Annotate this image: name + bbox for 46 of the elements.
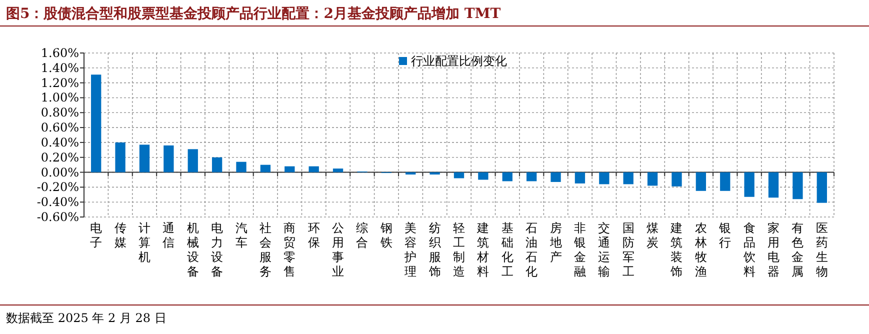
x-tick-label: 机械设备 (186, 221, 199, 278)
x-tick-label: 医药生物 (816, 221, 828, 278)
x-tick-label: 煤炭 (646, 221, 659, 250)
y-tick-label: 0.00% (40, 165, 79, 180)
legend: 行业配置比例变化 (399, 54, 507, 68)
x-tick-label: 农林牧渔 (694, 221, 707, 278)
x-tick-label: 纺织服饰 (428, 221, 441, 278)
y-tick-label: 0.80% (40, 106, 79, 120)
x-tick-label: 基础化工 (500, 221, 514, 278)
x-tick-label: 汽车 (235, 221, 248, 250)
y-tick-label: -0.40% (36, 195, 79, 210)
x-tick-label: 食品饮料 (742, 221, 756, 278)
x-tick-label: 电力设备 (211, 221, 224, 278)
x-tick-label: 建筑装饰 (670, 221, 683, 278)
x-tick-label: 石油石化 (526, 221, 538, 278)
y-tick-label: 1.00% (40, 90, 79, 105)
y-tick-label: 1.20% (40, 76, 79, 90)
x-tick-label: 建筑材料 (476, 221, 490, 278)
x-tick-label: 轻工制造 (453, 221, 465, 278)
x-tick-label: 有色金属 (792, 221, 804, 278)
text: 数据截至 2025 年 2 月 28 日 (6, 311, 166, 325)
x-tick-label: 银行 (718, 221, 732, 250)
x-tick-label: 社会服务 (259, 221, 272, 278)
x-tick-label: 公用事业 (332, 221, 344, 278)
x-tick-label: 环保 (308, 221, 320, 250)
x-tick-label: 电子 (90, 221, 102, 250)
x-tick-label: 美容护理 (404, 221, 417, 278)
x-tick-label: 家用电器 (768, 221, 780, 278)
x-tick-label: 综合 (356, 221, 368, 250)
x-tick-label: 传媒 (114, 221, 126, 250)
y-tick-label: -0.20% (36, 180, 79, 194)
y-tick-label: 0.60% (40, 120, 79, 135)
x-tick-label: 通信 (162, 221, 175, 250)
x-tick-label: 交通运输 (598, 221, 610, 278)
title: 图5：股债混合型和股票型基金投顾产品行业配置：2月基金投顾产品增加 TMT (6, 6, 501, 22)
x-tick-label: 国防军工 (622, 221, 634, 278)
y-tick-label: 1.40% (40, 60, 79, 75)
x-tick-label: 非银金融 (572, 221, 586, 278)
y-tick-label: 1.60% (40, 46, 79, 60)
x-tick-label: 计算机 (138, 221, 150, 264)
x-tick-label: 商贸零售 (284, 221, 296, 278)
x-tick-label: 房地产 (548, 221, 562, 264)
y-tick-label: 0.40% (40, 135, 79, 150)
x-tick-label: 钢铁 (379, 221, 392, 250)
y-tick-label: 0.20% (40, 150, 79, 164)
y-tick-label: -0.60% (36, 210, 79, 224)
